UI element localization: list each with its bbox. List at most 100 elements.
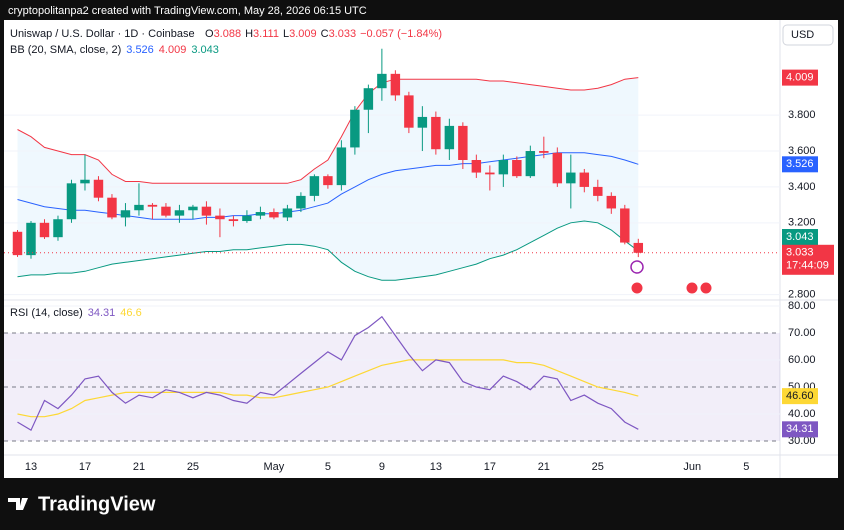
x-tick-label: 5 (743, 461, 749, 473)
ohlc-value: 3.009 (289, 28, 317, 40)
bb-legend: BB (20, SMA, close, 2) 3.526 4.009 3.043 (10, 44, 219, 56)
y-tick-label: 80.00 (788, 300, 816, 312)
candle-body (174, 210, 185, 216)
y-tick-label: 60.00 (788, 354, 816, 366)
bb-value: 3.043 (191, 44, 219, 56)
x-tick-label: Jun (683, 461, 701, 473)
x-tick-label: 13 (430, 461, 442, 473)
y-tick-label: 30.00 (788, 435, 816, 447)
candle-body (458, 125, 468, 160)
candle-body (498, 160, 509, 175)
candle-body (161, 206, 171, 216)
candle-body (525, 151, 536, 177)
x-tick-label: 17 (484, 461, 496, 473)
candle-body (215, 215, 225, 220)
x-tick-label: 17 (79, 461, 91, 473)
candle-body (336, 147, 347, 186)
value-tag-label: 46.60 (786, 390, 814, 402)
candle-body (201, 206, 212, 216)
y-tick-label: 3.400 (788, 181, 816, 193)
candle-body (552, 152, 563, 184)
value-tag (782, 388, 818, 405)
candle-body (377, 73, 387, 89)
rsi-name: RSI (14, close) (10, 307, 83, 319)
candle-body (606, 195, 617, 209)
ohlc-key: H (245, 28, 253, 40)
price-tag (782, 244, 834, 275)
brand: TradingView (38, 493, 156, 515)
candle-body (134, 204, 144, 211)
price-tag (782, 229, 818, 245)
x-tick-label: 21 (538, 461, 550, 473)
x-tick-label: 5 (325, 461, 331, 473)
candle-body (512, 160, 522, 177)
price-tag (782, 156, 818, 173)
currency-button[interactable] (782, 24, 834, 46)
rsi-line (17, 359, 639, 418)
x-tick-label: 25 (187, 461, 199, 473)
chart-title: Uniswap / U.S. Dollar · 1D · Coinbase (10, 28, 195, 40)
candle-body (53, 219, 63, 238)
candle-body (39, 222, 50, 238)
candle-body (404, 95, 414, 128)
y-tick-label: 40.00 (788, 408, 816, 420)
candle-body (485, 172, 495, 175)
candle-body (444, 125, 455, 150)
price-tag (782, 69, 818, 86)
value-tag-label: 34.31 (786, 423, 814, 435)
credit: cryptopolitanpa2 created with TradingVie… (8, 5, 367, 17)
candle-body (620, 208, 630, 243)
candle-body (363, 88, 374, 110)
candle-body (80, 179, 90, 184)
ohlc-key: O (205, 28, 214, 40)
candle-body (566, 172, 576, 184)
ohlc-value: 3.088 (214, 28, 242, 40)
bb-value: 4.009 (159, 44, 187, 56)
candle-body (255, 212, 266, 216)
rsi-value: 46.6 (120, 307, 141, 319)
logo (8, 498, 28, 510)
candle-body (12, 231, 23, 256)
x-tick-label: 13 (25, 461, 37, 473)
rsi-line (17, 315, 639, 432)
candle-body (93, 179, 104, 198)
candle-body (309, 176, 320, 196)
ohlc-legend: O3.088 H3.111 L3.009 C3.033 −0.057 (−1.84%) (205, 28, 442, 40)
candle-body (471, 160, 482, 173)
bb-line (17, 220, 639, 281)
countdown: 17:44:09 (786, 260, 829, 272)
candle-body (579, 172, 590, 187)
candle-body (539, 151, 549, 153)
candle-body (66, 183, 77, 220)
candle-body (593, 186, 603, 196)
price-tag-label: 3.526 (786, 158, 814, 170)
candle-body (269, 212, 279, 218)
price-tag-label: 3.033 (786, 247, 814, 259)
price-tag-label: 3.043 (786, 231, 814, 243)
rsi-value: 34.31 (88, 307, 116, 319)
x-tick-label: 25 (592, 461, 604, 473)
x-tick-label: 21 (133, 461, 145, 473)
y-tick-label: 2.800 (788, 289, 816, 301)
candle-body (26, 222, 36, 256)
ohlc-value: 3.033 (329, 28, 357, 40)
candle-body (390, 73, 401, 96)
ohlc-value: 3.111 (253, 28, 279, 40)
candle-body (282, 208, 293, 218)
candle-body (107, 197, 117, 218)
value-tag (782, 421, 818, 438)
x-tick-label: May (264, 461, 285, 473)
event-icons (630, 260, 713, 295)
rsi-legend: RSI (14, close) 34.31 46.6 (10, 307, 142, 319)
y-tick-label: 70.00 (788, 327, 816, 339)
change: −0.057 (−1.84%) (360, 28, 442, 40)
currency[interactable]: USD (791, 29, 814, 41)
y-tick-label: 3.200 (788, 217, 816, 229)
bb-name: BB (20, SMA, close, 2) (10, 44, 121, 56)
y-tick-label: 3.600 (788, 145, 816, 157)
bb-value: 3.526 (126, 44, 154, 56)
candle-body (242, 215, 252, 222)
candle-body (188, 206, 198, 211)
